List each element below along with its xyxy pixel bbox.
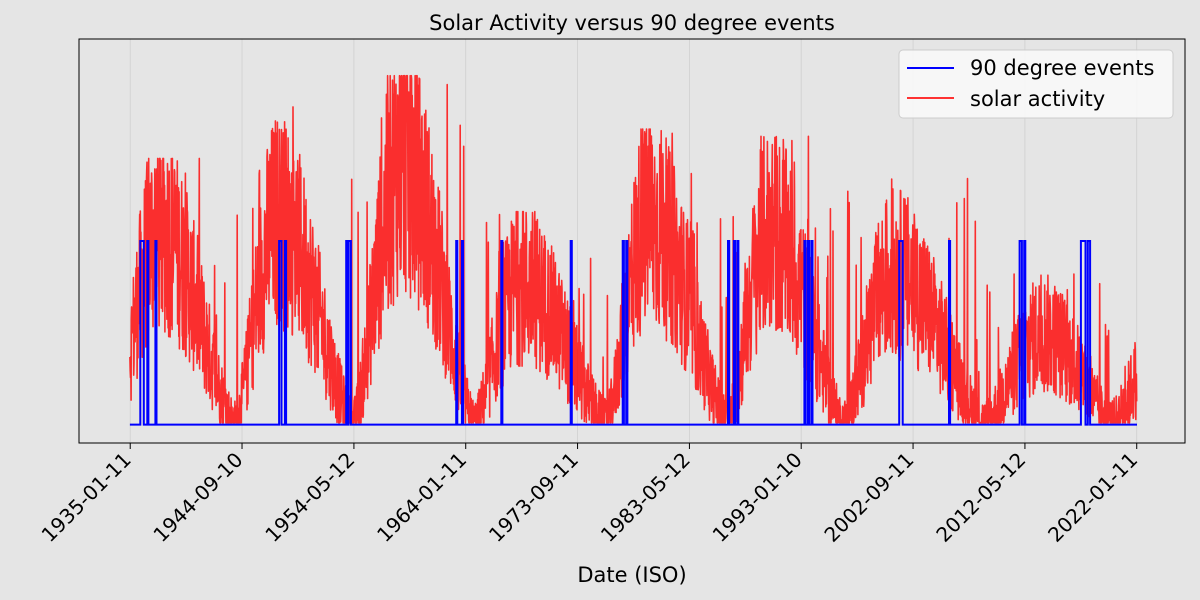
x-tick-label: 1964-01-11 (372, 448, 471, 547)
plot-frame (78, 38, 1186, 444)
x-axis-label: Date (ISO) (577, 563, 686, 587)
legend: 90 degree events solar activity (898, 49, 1174, 119)
x-tick-label: 1944-09-10 (148, 448, 247, 547)
legend-label-solar: solar activity (970, 87, 1105, 111)
x-tick-label: 2022-01-11 (1043, 448, 1142, 547)
x-tick-label: 1954-05-12 (260, 448, 359, 547)
series-90-degree-events (129, 240, 1137, 426)
legend-label-events: 90 degree events (970, 56, 1154, 80)
x-tick-label: 1935-01-11 (37, 448, 136, 547)
legend-box (898, 49, 1174, 119)
x-tick-label: 1993-01-10 (708, 448, 807, 547)
x-axis: 1935-01-11 1944-09-10 1954-05-12 1964-01-11… (37, 443, 1142, 547)
x-tick-label: 1983-05-12 (596, 448, 695, 547)
events-step-line (129, 240, 1137, 426)
x-tick-label: 2002-09-11 (819, 448, 918, 547)
chart-title: Solar Activity versus 90 degree events (429, 11, 835, 35)
series-solar-activity (129, 74, 1138, 424)
x-tick-label: 2012-05-12 (931, 448, 1030, 547)
x-tick-label: 1973-09-11 (484, 448, 583, 547)
plot-content (129, 74, 1138, 426)
solar-activity-line (129, 74, 1138, 424)
